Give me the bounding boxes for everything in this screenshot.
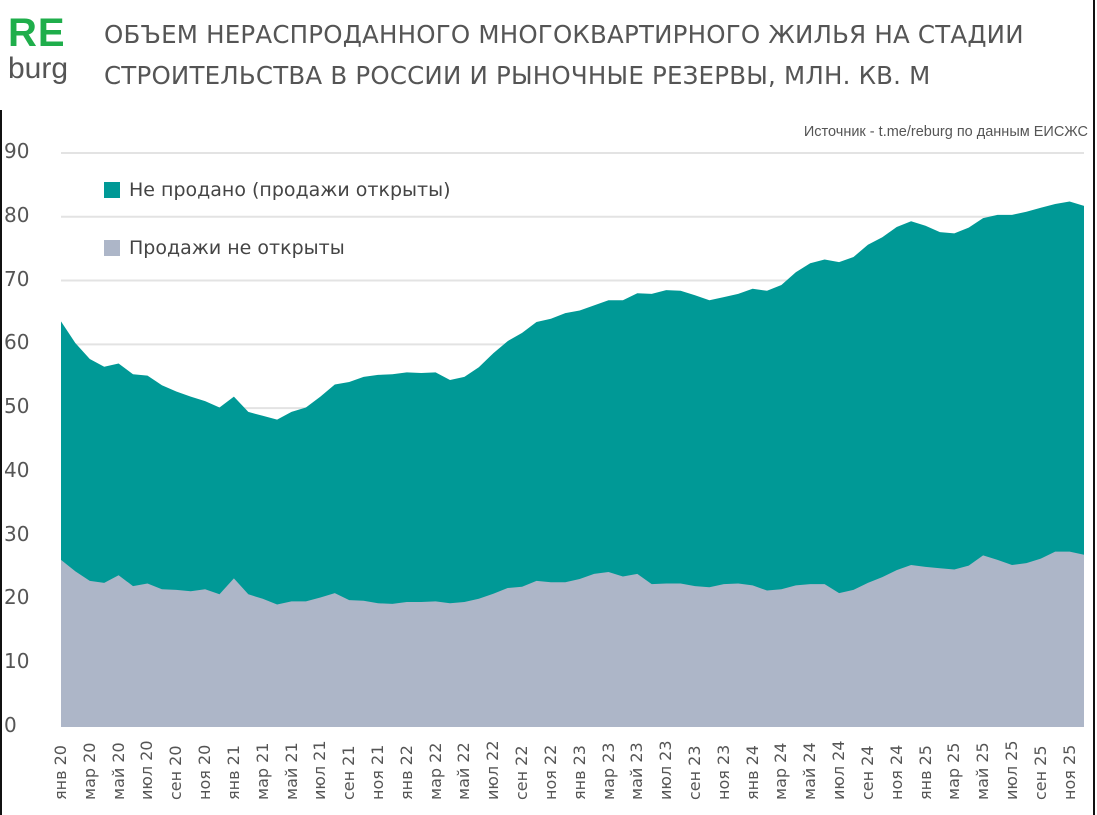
- x-tick-label: янв 21: [223, 745, 243, 800]
- legend-label-not-opened: Продажи не открыты: [129, 237, 345, 259]
- legend-item-not-opened: Продажи не открыты: [104, 233, 451, 263]
- x-tick-label: янв 25: [915, 745, 935, 800]
- source-note: Источник - t.me/reburg по данным ЕИСЖС: [803, 124, 1088, 140]
- x-tick-label: май 24: [800, 742, 820, 800]
- x-tick-label: ноя 23: [713, 744, 733, 800]
- x-tick-label: сен 23: [684, 745, 704, 800]
- y-tick-label: 30: [4, 521, 30, 546]
- legend-swatch-not-opened-icon: [104, 240, 120, 256]
- legend-swatch-unsold-icon: [104, 182, 120, 198]
- x-tick-label: июл 25: [1001, 740, 1021, 800]
- x-tick-label: мар 25: [944, 742, 964, 800]
- y-tick-label: 40: [4, 457, 30, 482]
- x-tick-label: ноя 21: [367, 744, 387, 800]
- legend-item-unsold: Не продано (продажи открыты): [104, 175, 451, 205]
- x-tick-label: июл 23: [656, 740, 676, 800]
- y-tick-label: 10: [4, 649, 30, 674]
- x-tick-label: ноя 20: [195, 744, 215, 800]
- chart-title-line-2: СТРОИТЕЛЬСТВА В РОССИИ И РЫНОЧНЫЕ РЕЗЕРВ…: [104, 61, 931, 90]
- x-tick-label: мар 23: [598, 742, 618, 800]
- logo: RE burg: [8, 11, 78, 85]
- area-not-opened: [61, 551, 1084, 727]
- x-tick-label: янв 22: [396, 745, 416, 800]
- frame-border-left: [0, 110, 2, 815]
- x-tick-label: сен 25: [1030, 745, 1050, 800]
- y-tick-label: 90: [4, 139, 30, 163]
- logo-burg: burg: [8, 52, 69, 85]
- x-tick-label: мар 21: [252, 742, 272, 800]
- x-tick-label: июл 24: [829, 740, 849, 800]
- x-tick-label: июл 21: [310, 740, 330, 800]
- y-tick-label: 0: [4, 713, 17, 737]
- x-tick-label: май 20: [108, 742, 128, 800]
- x-tick-label: сен 24: [857, 745, 877, 800]
- legend-label-unsold: Не продано (продажи открыты): [129, 179, 451, 201]
- y-tick-label: 80: [4, 202, 30, 227]
- x-tick-label: янв 24: [742, 745, 762, 800]
- y-tick-label: 60: [4, 330, 30, 355]
- x-tick-label: сен 21: [339, 745, 359, 800]
- chart-title: ОБЪЕМ НЕРАСПРОДАННОГО МНОГОКВАРТИРНОГО Ж…: [104, 14, 1084, 96]
- y-tick-label: 20: [4, 585, 30, 610]
- x-tick-label: мар 24: [771, 742, 791, 800]
- x-tick-label: июл 22: [483, 740, 503, 800]
- x-tick-label: май 22: [454, 742, 474, 800]
- frame-border-right: [1093, 0, 1095, 815]
- x-tick-label: мар 22: [425, 742, 445, 800]
- x-tick-label: ноя 25: [1059, 744, 1079, 800]
- chart-title-line-1: ОБЪЕМ НЕРАСПРОДАННОГО МНОГОКВАРТИРНОГО Ж…: [104, 20, 1024, 49]
- legend: Не продано (продажи открыты) Продажи не …: [104, 175, 451, 291]
- x-tick-label: сен 22: [512, 745, 532, 800]
- x-tick-label: май 21: [281, 742, 301, 800]
- x-tick-label: янв 20: [51, 745, 70, 800]
- x-tick-label: сен 20: [166, 745, 186, 800]
- x-tick-label: ноя 24: [886, 744, 906, 800]
- logo-re: RE: [8, 11, 66, 55]
- x-tick-label: янв 23: [569, 745, 589, 800]
- x-tick-label: май 25: [973, 742, 993, 800]
- x-tick-label: мар 20: [79, 742, 99, 800]
- y-tick-label: 70: [4, 266, 30, 291]
- y-tick-label: 50: [4, 394, 30, 419]
- x-tick-label: ноя 22: [540, 744, 560, 800]
- x-tick-label: май 23: [627, 742, 647, 800]
- x-tick-label: июл 20: [137, 740, 157, 800]
